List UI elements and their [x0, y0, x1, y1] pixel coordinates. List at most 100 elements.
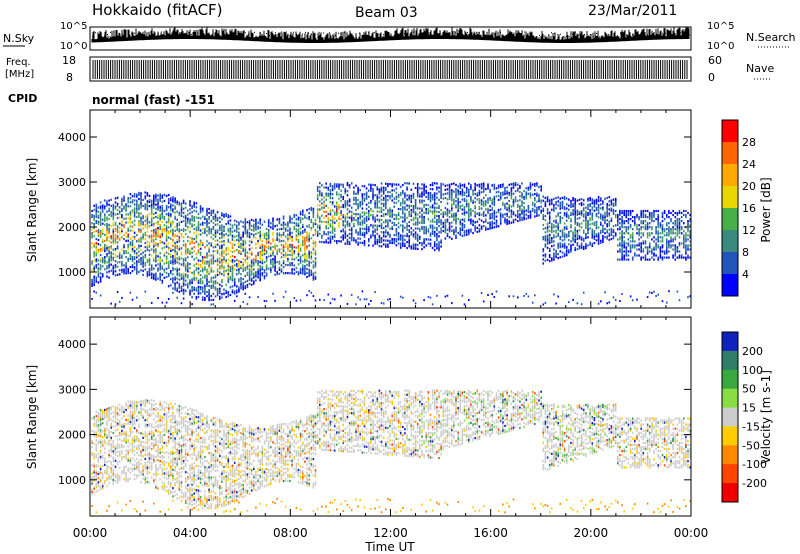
power-point [253, 258, 255, 261]
power-point [340, 195, 342, 198]
power-point [372, 187, 374, 191]
power-point [99, 268, 102, 271]
power-point [348, 200, 351, 203]
power-point [225, 259, 227, 262]
power-point [208, 264, 210, 267]
power-point [274, 245, 276, 248]
power-point [670, 211, 672, 215]
power-point [265, 274, 268, 277]
power-point [250, 267, 253, 270]
power-point [116, 229, 119, 232]
power-point [229, 294, 232, 296]
power-point [419, 229, 421, 232]
power-point [638, 216, 640, 219]
power-point [574, 202, 576, 205]
power-point [689, 236, 691, 239]
power-point [227, 248, 230, 251]
power-point [216, 239, 219, 242]
power-point [131, 235, 134, 238]
power-point [193, 205, 195, 208]
power-point [625, 216, 628, 219]
power-point [155, 258, 157, 261]
power-point [161, 267, 164, 270]
power-point [231, 265, 234, 268]
power-point [653, 220, 655, 223]
power-point [602, 230, 604, 233]
power-point [121, 268, 123, 271]
power-point [427, 238, 430, 241]
power-point [478, 193, 481, 196]
power-point [589, 219, 591, 222]
power-point [197, 225, 200, 228]
power-point [350, 228, 353, 232]
power-point [493, 185, 496, 188]
power-point [233, 292, 236, 295]
power-point [459, 227, 462, 230]
power-point [610, 201, 613, 204]
power-point [133, 215, 136, 218]
power-point [184, 257, 187, 260]
power-point [363, 298, 366, 301]
power-point [101, 257, 104, 260]
power-point [210, 303, 213, 306]
power-point [316, 190, 319, 193]
power-point [153, 206, 155, 209]
power-point [631, 246, 634, 249]
power-point [431, 210, 434, 213]
power-point [231, 224, 234, 227]
power-point [559, 250, 562, 253]
power-point [531, 207, 534, 210]
power-point [159, 205, 161, 208]
power-point [336, 219, 338, 222]
power-point [180, 214, 183, 217]
power-point [206, 276, 208, 279]
power-point [553, 248, 555, 251]
power-point [459, 186, 462, 189]
power-point [255, 255, 257, 258]
power-point [155, 256, 157, 259]
power-point [118, 216, 121, 219]
power-point [672, 230, 674, 233]
power-point [687, 244, 689, 247]
power-point [444, 188, 447, 191]
power-point [167, 252, 170, 255]
power-point [519, 184, 521, 188]
power-point [259, 275, 261, 278]
power-point [270, 262, 272, 265]
power-point [355, 231, 357, 234]
power-point [104, 213, 106, 216]
power-point [231, 273, 234, 276]
power-point [104, 250, 106, 253]
power-point [161, 233, 164, 236]
power-point [191, 219, 193, 222]
power-point [189, 263, 191, 266]
power-point [651, 211, 653, 215]
power-point [580, 198, 583, 201]
power-point [99, 260, 102, 263]
power-point [423, 205, 425, 208]
power-point [623, 258, 625, 261]
power-point [425, 203, 427, 207]
power-point [287, 233, 289, 236]
power-point [644, 258, 647, 261]
power-point [514, 214, 517, 217]
power-point [187, 239, 189, 243]
power-point [255, 226, 257, 229]
power-point [480, 201, 483, 204]
power-point [161, 208, 164, 211]
power-point [353, 225, 355, 228]
power-point [189, 248, 191, 251]
power-point [455, 194, 457, 197]
power-point [663, 252, 666, 255]
power-point [363, 217, 366, 220]
power-point [127, 199, 129, 202]
power-point [348, 186, 351, 189]
power-point [216, 211, 219, 214]
power-point [204, 260, 206, 263]
power-point [536, 182, 538, 185]
power-point [136, 193, 138, 196]
power-point [380, 208, 383, 211]
power-point [421, 201, 423, 204]
power-point [240, 236, 242, 239]
power-point [376, 206, 379, 209]
